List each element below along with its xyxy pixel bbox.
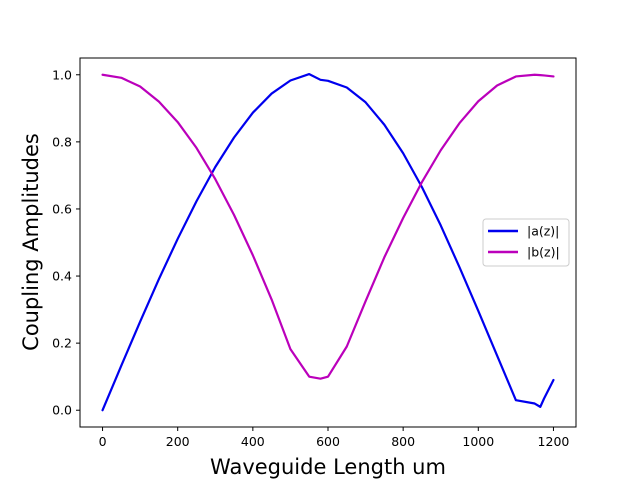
plot-lines (101, 72, 555, 412)
y-tick-label: 0.2 (52, 336, 72, 351)
y-axis-label: Coupling Amplitudes (19, 133, 43, 351)
series-line-a (101, 72, 555, 412)
x-tick-label: 200 (166, 434, 190, 449)
y-tick-label: 0.8 (52, 134, 72, 149)
legend-label-b: |b(z)| (527, 245, 560, 260)
x-tick-label: 800 (391, 434, 415, 449)
y-tick-label: 0.0 (52, 403, 72, 418)
series-line-b (101, 73, 555, 380)
x-axis-label: Waveguide Length um (210, 455, 446, 479)
y-tick-label: 1.0 (52, 67, 72, 82)
x-tick-label: 1200 (538, 434, 570, 449)
x-axis-ticks: 0 200 400 600 800 1000 1200 (99, 427, 570, 449)
legend-label-a: |a(z)| (527, 224, 559, 239)
y-axis-ticks: 0.0 0.2 0.4 0.6 0.8 1.0 (52, 67, 80, 418)
x-tick-label: 600 (316, 434, 340, 449)
y-tick-label: 0.4 (52, 269, 72, 284)
y-tick-label: 0.6 (52, 201, 72, 216)
x-tick-label: 400 (241, 434, 265, 449)
x-tick-label: 0 (99, 434, 107, 449)
x-tick-label: 1000 (462, 434, 494, 449)
legend: |a(z)| |b(z)| (482, 218, 570, 267)
